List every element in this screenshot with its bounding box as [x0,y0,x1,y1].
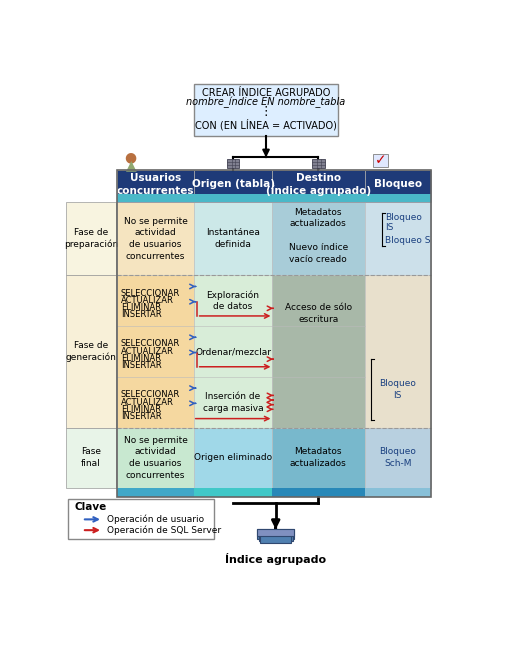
Bar [272,202,365,275]
Text: ⋮: ⋮ [260,104,272,118]
Text: SELECCIONAR: SELECCIONAR [121,339,180,348]
Bar [365,194,431,202]
Text: CREAR ÍNDICE AGRUPADO: CREAR ÍNDICE AGRUPADO [202,88,330,98]
Bar [194,275,272,428]
Bar [259,531,293,541]
Text: ▲: ▲ [126,158,136,172]
Bar [272,428,365,488]
Bar [117,488,194,497]
Text: Operación de usuario: Operación de usuario [107,515,204,524]
Text: ACTUALIZAR: ACTUALIZAR [121,347,173,356]
Bar [117,275,194,428]
Bar [260,534,291,543]
Bar [194,194,272,202]
Bar [66,428,116,488]
Text: IS: IS [385,223,393,232]
Bar [257,530,294,535]
Text: INSERTAR: INSERTAR [121,310,161,319]
Text: Fase de
generación: Fase de generación [66,341,116,362]
Bar [194,84,338,136]
Bar [365,428,431,488]
Bar [365,275,431,428]
Text: Inserción de
carga masiva: Inserción de carga masiva [203,392,263,413]
Bar [257,530,294,539]
Bar [227,159,239,168]
Text: Destino
(índice agrupado): Destino (índice agrupado) [266,173,371,196]
Text: INSERTAR: INSERTAR [121,361,161,370]
Text: Clave: Clave [74,502,107,512]
Text: CON (EN LÍNEA = ACTIVADO): CON (EN LÍNEA = ACTIVADO) [195,119,337,130]
Bar [372,154,388,166]
Text: Exploración
de datos: Exploración de datos [207,290,260,312]
Text: Índice agrupado: Índice agrupado [225,553,326,564]
Text: SELECCIONAR: SELECCIONAR [121,288,180,297]
Text: ELIMINAR: ELIMINAR [121,354,161,363]
Bar [312,159,325,168]
Bar [272,275,365,428]
Text: Fase de
preparación: Fase de preparación [64,228,118,250]
Text: ELIMINAR: ELIMINAR [121,405,161,414]
Text: Bloqueo
Sch-M: Bloqueo Sch-M [379,448,416,468]
Text: nombre_índice EN nombre_tabla: nombre_índice EN nombre_tabla [186,96,346,108]
Text: ACTUALIZAR: ACTUALIZAR [121,398,173,407]
Bar [365,488,431,497]
Bar [117,428,194,488]
Text: Operación de SQL Server: Operación de SQL Server [107,526,221,535]
Text: Bloqueo: Bloqueo [385,213,422,222]
Bar [68,499,214,539]
Text: Origen (tabla): Origen (tabla) [191,179,274,190]
Bar [117,170,431,497]
Bar [117,170,194,202]
Text: No se permite
actividad
de usuarios
concurrentes: No se permite actividad de usuarios conc… [124,435,188,480]
Bar [66,275,116,428]
Bar [194,202,272,275]
Bar [365,170,431,202]
Text: Instantánea
definida: Instantánea definida [206,228,260,249]
Bar [194,488,272,497]
Text: Ordenar/mezclar: Ordenar/mezclar [195,347,271,356]
Text: ELIMINAR: ELIMINAR [121,303,161,312]
Text: INSERTAR: INSERTAR [121,412,161,421]
Text: Fase
final: Fase final [81,448,101,468]
Text: Bloqueo S: Bloqueo S [385,236,430,245]
Bar [365,202,431,275]
Text: Origen eliminado: Origen eliminado [194,453,272,462]
Text: Usuarios
concurrentes: Usuarios concurrentes [117,174,194,195]
Text: SELECCIONAR: SELECCIONAR [121,390,180,399]
Text: ✓: ✓ [374,154,386,168]
Bar [272,488,365,497]
Bar [194,170,272,202]
Text: ●: ● [125,150,137,164]
Text: ACTUALIZAR: ACTUALIZAR [121,296,173,305]
Bar [272,170,365,202]
Bar [117,194,194,202]
Text: Bloqueo: Bloqueo [373,179,422,190]
Bar [194,428,272,488]
Text: Metadatos
actualizados

Nuevo índice
vacío creado: Metadatos actualizados Nuevo índice vací… [289,208,348,264]
Bar [272,194,365,202]
Text: No se permite
actividad
de usuarios
concurrentes: No se permite actividad de usuarios conc… [124,217,188,261]
Text: Bloqueo
IS: Bloqueo IS [379,379,416,400]
Bar [117,202,194,275]
Text: Acceso de sólo
escritura: Acceso de sólo escritura [285,303,352,324]
Text: Metadatos
actualizados: Metadatos actualizados [290,448,347,468]
Bar [66,202,116,275]
